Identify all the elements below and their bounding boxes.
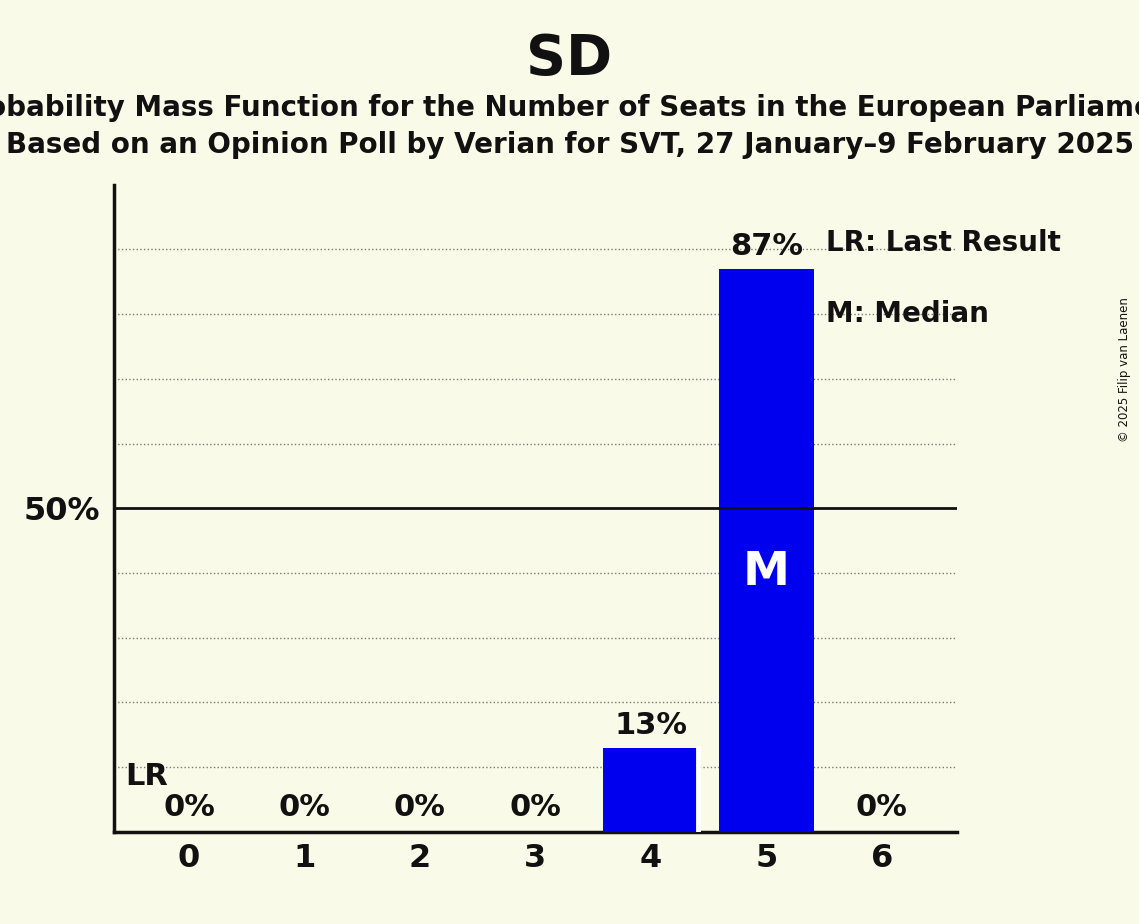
Text: M: Median: M: Median [826, 300, 989, 328]
Text: 0%: 0% [509, 793, 562, 822]
Text: 0%: 0% [163, 793, 215, 822]
Text: © 2025 Filip van Laenen: © 2025 Filip van Laenen [1118, 298, 1131, 442]
Text: SD: SD [526, 32, 613, 86]
Bar [604, 748, 698, 832]
Text: M: M [743, 551, 789, 595]
Text: LR: Last Result: LR: Last Result [826, 229, 1062, 257]
Text: Probability Mass Function for the Number of Seats in the European Parliament: Probability Mass Function for the Number… [0, 94, 1139, 122]
Bar [719, 269, 813, 832]
Text: LR: LR [125, 762, 169, 791]
Text: Based on an Opinion Poll by Verian for SVT, 27 January–9 February 2025: Based on an Opinion Poll by Verian for S… [6, 131, 1133, 159]
Text: 0%: 0% [394, 793, 445, 822]
Text: 0%: 0% [278, 793, 330, 822]
Text: 0%: 0% [855, 793, 908, 822]
Text: 87%: 87% [730, 232, 803, 261]
Text: 13%: 13% [614, 711, 687, 740]
